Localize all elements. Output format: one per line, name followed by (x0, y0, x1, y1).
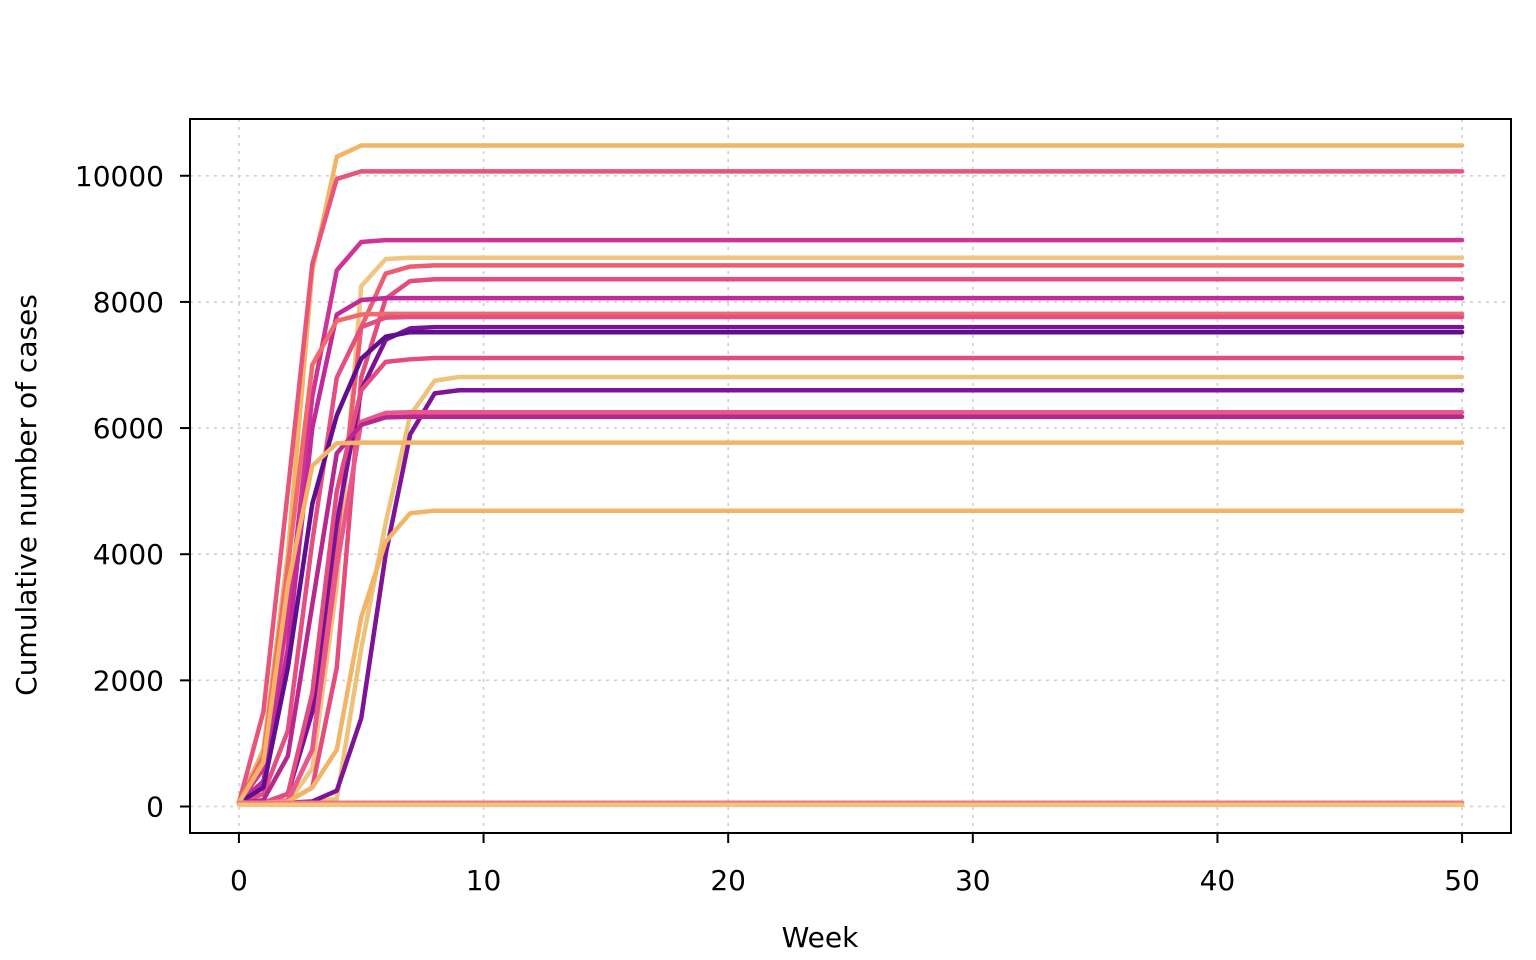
series-line-12 (236, 355, 1465, 805)
series-line-4 (236, 255, 1465, 805)
y-tick-label: 0 (146, 791, 164, 824)
y-tick-label: 2000 (93, 664, 164, 697)
series-line-16 (236, 414, 1465, 805)
grid-layer (190, 119, 1511, 833)
x-tick-label: 20 (710, 864, 746, 897)
y-axis-title: Cumulative number of cases (10, 294, 43, 696)
y-tick-label: 8000 (93, 286, 164, 319)
x-tick-label: 30 (955, 864, 991, 897)
series-line-5 (236, 263, 1465, 805)
y-tick-label: 10000 (75, 160, 164, 193)
x-axis: 0 10 20 30 40 50 (230, 833, 1480, 897)
y-tick-label: 6000 (93, 412, 164, 445)
series-line-3 (236, 237, 1465, 805)
series-line-15 (236, 410, 1465, 805)
plot-frame (189, 118, 1512, 834)
x-tick-label: 0 (230, 864, 248, 897)
series-line-17 (236, 440, 1465, 805)
series-line-7 (236, 295, 1465, 805)
x-tick-label: 40 (1200, 864, 1236, 897)
y-axis: 0 2000 4000 6000 8000 10000 (75, 160, 190, 824)
series-line-1 (236, 143, 1465, 805)
y-tick-label: 4000 (93, 538, 164, 571)
series-line-2 (236, 169, 1465, 805)
series-line-9 (236, 314, 1465, 805)
series-line-8 (236, 311, 1465, 805)
x-tick-label: 50 (1444, 864, 1480, 897)
series-layer (236, 143, 1465, 808)
series-line-14 (236, 387, 1465, 805)
x-tick-label: 10 (466, 864, 502, 897)
x-axis-title: Week (782, 921, 859, 954)
series-line-11 (236, 329, 1465, 805)
